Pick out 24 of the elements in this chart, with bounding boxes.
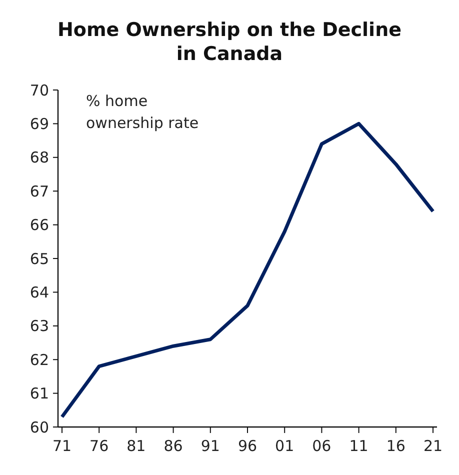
y-tick-label: 60: [30, 418, 49, 436]
x-tick-label: 76: [90, 437, 109, 455]
y-tick-label: 69: [30, 114, 49, 133]
x-tick-label: 81: [126, 437, 146, 455]
x-tick-label: 11: [349, 437, 368, 455]
y-tick-label: 63: [30, 317, 49, 336]
y-tick-label: 61: [30, 384, 49, 403]
x-tick-label: 86: [164, 437, 183, 455]
chart-title: Home Ownership on the Decline in Canada: [58, 19, 402, 65]
y-tick-label: 62: [30, 350, 49, 369]
y-tick-label: 64: [30, 283, 49, 302]
x-tick-label: 16: [386, 437, 406, 455]
y-tick-label: 67: [30, 182, 49, 200]
y-tick-label: 68: [30, 148, 49, 167]
x-tick-label: 96: [238, 437, 258, 455]
y-tick-label: 66: [30, 216, 49, 234]
x-tick-label: 01: [275, 437, 294, 455]
x-tick-label: 71: [52, 437, 72, 455]
x-tick-label: 06: [312, 437, 332, 455]
x-tick-label: 21: [423, 437, 443, 455]
y-tick-label: 70: [30, 81, 49, 100]
x-tick-label: 91: [200, 437, 220, 455]
annotation: % home ownership rate: [86, 92, 199, 132]
y-tick-label: 65: [30, 250, 49, 268]
